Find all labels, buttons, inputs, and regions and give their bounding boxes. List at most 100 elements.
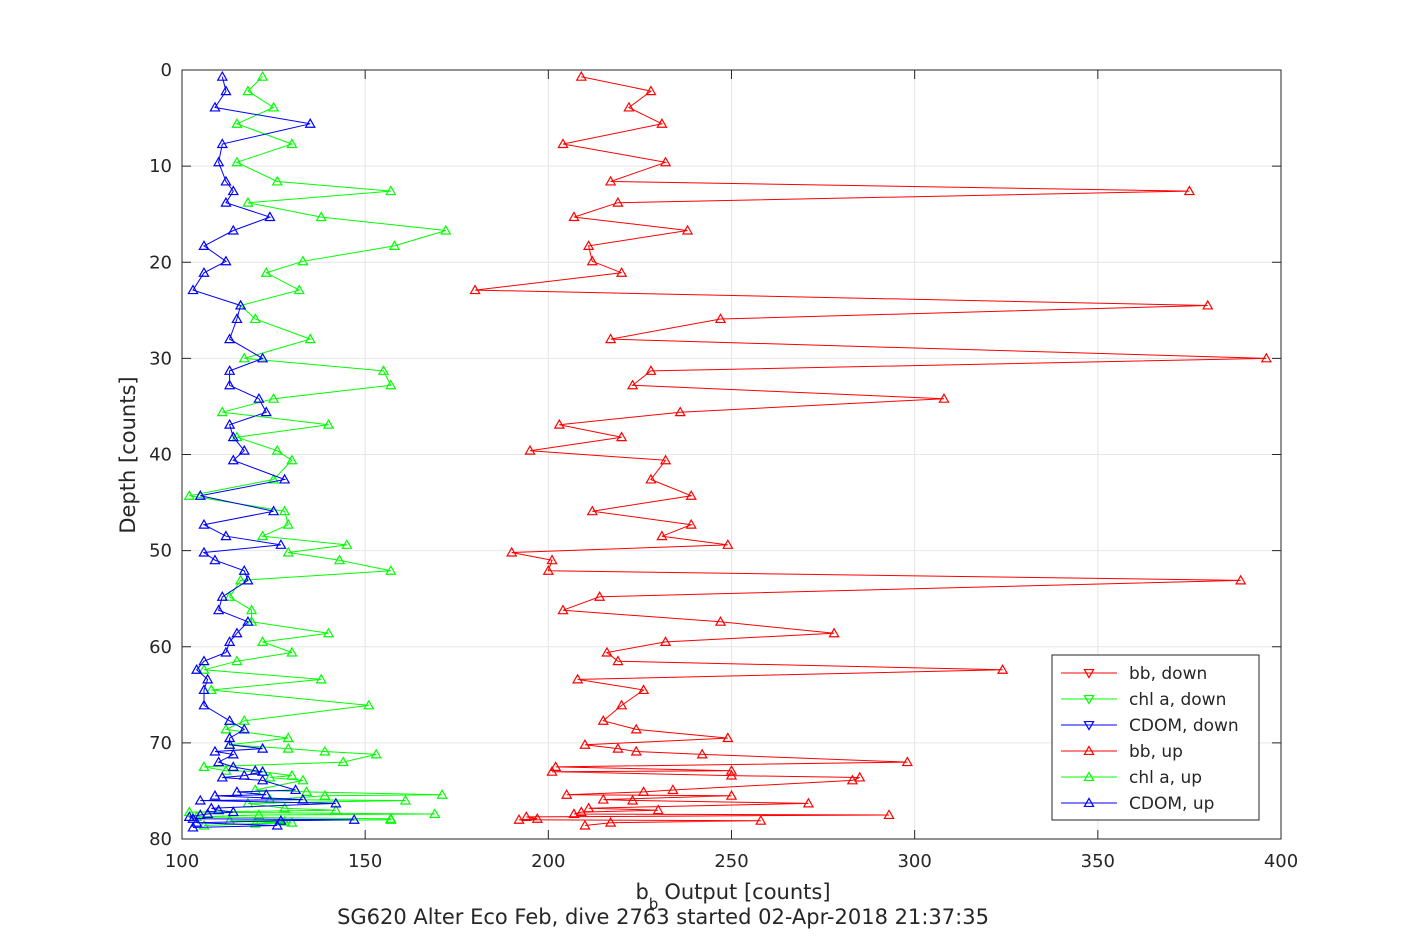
data-point [938,392,950,403]
y-tick-label: 70 [149,733,172,754]
series-line [189,76,446,826]
data-point [202,673,214,684]
data-point [227,761,239,771]
data-point [227,185,239,196]
data-point [623,101,635,112]
data-point [209,745,221,756]
data-point [249,764,261,775]
data-point [198,761,210,771]
data-point [212,156,225,167]
data-point [429,808,441,819]
data-point [289,784,302,795]
data-point [714,313,727,324]
data-point [286,816,298,827]
data-point [227,431,239,442]
data-point [630,745,642,756]
data-point [846,774,859,785]
data-point [341,539,353,549]
y-axis-label: Depth [counts] [116,376,140,533]
x-tick-label: 250 [714,851,748,872]
data-point [582,802,595,813]
data-point [249,313,261,324]
data-point [227,806,239,817]
data-point [348,813,360,824]
data-point [615,699,628,710]
data-point [198,518,210,529]
chart-caption: SG620 Alter Eco Feb, dive 2763 started 0… [337,905,989,929]
data-point [256,742,269,753]
data-point [604,175,617,186]
data-point [297,793,309,804]
data-point [659,636,672,646]
data-point [579,738,591,749]
data-point [231,655,243,666]
data-point [667,784,679,795]
legend-marker [1083,771,1095,782]
data-point [561,788,573,799]
data-point [223,590,236,601]
data-point [363,699,375,710]
x-axis-label-text: Output [counts] [664,880,830,904]
data-point [264,793,276,804]
data-point [220,255,232,266]
data-point [286,646,298,657]
data-point [198,684,210,695]
data-point [656,118,668,128]
x-tick-label: 400 [1264,851,1298,872]
data-point [575,806,587,817]
data-point [209,789,221,800]
data-point [330,797,342,808]
data-point [271,444,283,455]
data-point [223,732,236,743]
data-point [883,809,895,820]
data-point [256,352,269,363]
y-tick-label: 40 [149,445,172,466]
data-point [293,284,305,295]
data-point [183,806,195,817]
data-point [223,636,236,646]
data-point [216,406,228,417]
data-point [278,505,291,516]
data-point [260,788,272,799]
data-point [630,723,642,734]
data-point [399,794,412,805]
data-point [337,756,349,767]
data-point [238,723,250,734]
data-point [242,615,254,626]
data-point [714,615,727,626]
data-point [1235,574,1247,585]
data-point [220,196,232,207]
data-point [253,392,265,403]
data-point [828,627,840,638]
data-point [645,365,657,375]
data-point [194,809,206,820]
series-5 [183,70,360,832]
data-point [238,565,250,575]
x-axis-label: bb Output [counts] [635,880,830,913]
data-point [231,156,243,167]
y-tick-label: 80 [149,829,172,850]
data-point [278,802,291,813]
data-point [227,224,239,235]
x-axis-label-subscript: b [649,895,659,913]
legend-marker [1083,797,1095,808]
data-point [612,655,624,666]
legend-entry: bb, down [1129,664,1207,684]
tick-layer: 100 150 200 250 300 350 400 0 10 20 30 40 50 60 70 80 [149,60,1298,872]
data-point [275,539,287,549]
data-point [282,732,294,743]
data-point [282,546,294,557]
data-point [267,392,280,403]
legend-entry: bb, up [1129,742,1183,762]
data-point [626,379,639,390]
data-point [520,811,532,821]
data-point [223,418,236,429]
data-point [238,352,250,363]
data-point [220,85,232,96]
data-point [722,732,734,743]
legend-marker [1083,745,1095,756]
data-point [637,786,650,796]
data-point [205,802,217,813]
data-point [615,267,628,277]
